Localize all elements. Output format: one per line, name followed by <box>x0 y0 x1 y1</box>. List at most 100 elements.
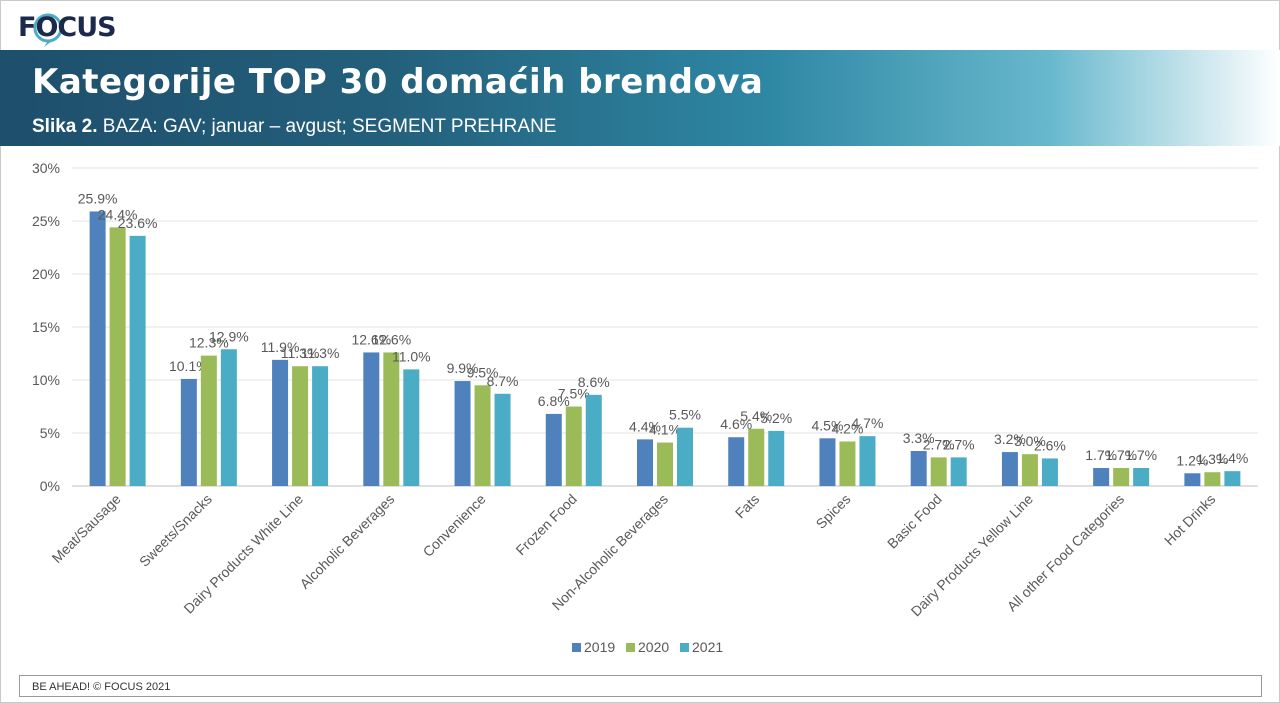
data-label: 1.4% <box>1216 450 1248 466</box>
bar-2021 <box>1133 467 1150 486</box>
bar-2019 <box>728 437 745 486</box>
data-label: 1.7% <box>1105 447 1137 463</box>
data-label: 1.3% <box>1196 451 1228 467</box>
y-tick-label: 30% <box>32 160 60 176</box>
bar-2019 <box>1001 452 1018 486</box>
bar-2021 <box>1041 458 1058 486</box>
bar-2021 <box>859 436 876 486</box>
y-tick-label: 25% <box>32 213 60 229</box>
bar-2020 <box>839 441 856 486</box>
bar-2021 <box>585 394 602 486</box>
focus-logo: FOCUS <box>18 10 117 48</box>
data-label: 11.3% <box>281 345 320 361</box>
bar-2021 <box>768 430 785 486</box>
bar-2020 <box>565 406 582 486</box>
page-title: Kategorije TOP 30 domaćih brendova <box>32 62 764 102</box>
data-label: 3.0% <box>1014 433 1046 449</box>
legend-swatch-2019 <box>572 643 581 652</box>
x-tick-label: Spices <box>813 491 854 532</box>
subtitle-text: BAZA: GAV; januar – avgust; SEGMENT PREH… <box>97 116 557 137</box>
legend-swatch-2020 <box>626 643 635 652</box>
bar-2020 <box>292 366 309 486</box>
bar-2020 <box>109 227 126 487</box>
x-tick-label: Sweets/Snacks <box>136 491 215 570</box>
data-label: 23.6% <box>118 215 158 231</box>
logo-text: FOCUS <box>18 12 117 43</box>
bar-2019 <box>637 439 653 486</box>
data-label: 1.2% <box>1176 452 1208 468</box>
data-label: 2.7% <box>923 436 955 452</box>
bar-2021 <box>494 393 511 486</box>
bar-2020 <box>383 352 400 486</box>
bar-2020 <box>200 355 217 486</box>
data-label: 4.5% <box>812 417 844 433</box>
data-label: 3.2% <box>994 431 1026 447</box>
bar-2019 <box>1093 467 1110 486</box>
bar-2021 <box>1224 471 1241 486</box>
y-tick-label: 20% <box>32 266 60 282</box>
y-tick-label: 10% <box>32 372 60 388</box>
data-label: 2.7% <box>943 436 975 452</box>
legend-label: 2019 <box>584 639 615 655</box>
logo-graphic <box>33 13 63 47</box>
data-label: 24.4% <box>98 206 138 222</box>
data-label: 10.1% <box>169 358 209 374</box>
bar-2020 <box>657 442 673 486</box>
legend-label: 2021 <box>692 639 723 655</box>
logo-ring-tail <box>44 41 52 47</box>
legend-swatch-2021 <box>680 643 689 652</box>
data-label: 4.1% <box>649 422 681 438</box>
figure-number: Slika 2. <box>32 116 98 137</box>
bar-2021 <box>220 349 237 486</box>
bar-2020 <box>748 428 765 486</box>
bar-2019 <box>910 451 927 486</box>
bar-2021 <box>677 427 693 486</box>
bar-2020 <box>1113 467 1130 486</box>
data-label: 5.4% <box>740 408 772 424</box>
bar-2020 <box>1021 454 1038 486</box>
bar-2019 <box>1184 473 1201 486</box>
bar-2019 <box>180 378 197 486</box>
data-label: 12.9% <box>209 328 249 344</box>
bar-2019 <box>819 438 836 486</box>
footer: BE AHEAD! © FOCUS 2021 <box>19 675 1262 697</box>
x-tick-label: Hot Drinks <box>1161 491 1219 549</box>
bar-chart: 0% 5% 10% 15% 20% 25% 30% 25.9%24.4%23.6% Meat/S… <box>32 160 1258 655</box>
data-label: 4.4% <box>629 418 661 434</box>
data-label: 9.5% <box>467 364 499 380</box>
x-tick-label: Convenience <box>420 491 489 560</box>
bar-2021 <box>312 366 329 486</box>
bar-2019 <box>363 352 380 486</box>
x-tick-label: Basic Food <box>884 491 945 552</box>
data-label: 6.8% <box>538 393 570 409</box>
data-label: 12.6% <box>371 331 411 347</box>
data-label: 1.7% <box>1085 447 1117 463</box>
data-label: 25.9% <box>78 190 118 206</box>
data-label: 4.7% <box>852 415 884 431</box>
data-label: 11.9% <box>261 339 300 355</box>
x-tick-label: Frozen Food <box>512 491 579 558</box>
legend-label: 2020 <box>638 639 669 655</box>
y-tick-label: 15% <box>32 319 60 335</box>
bar-2021 <box>403 369 420 486</box>
data-label: 11.3% <box>301 345 340 361</box>
data-label: 9.9% <box>447 360 479 376</box>
data-label: 4.2% <box>832 420 864 436</box>
data-label: 12.6% <box>351 331 391 347</box>
page-subtitle: Slika 2. BAZA: GAV; januar – avgust; SEG… <box>32 116 556 138</box>
y-tick-label: 5% <box>40 425 60 441</box>
y-tick-label: 0% <box>40 478 60 494</box>
data-label: 12.3% <box>189 335 229 351</box>
data-label: 8.6% <box>578 374 610 390</box>
bar-2019 <box>89 211 106 486</box>
bar-2021 <box>950 457 967 486</box>
data-label: 7.5% <box>558 386 590 402</box>
bar-2020 <box>930 457 947 486</box>
bar-2019 <box>454 381 471 486</box>
data-label: 8.7% <box>487 373 519 389</box>
data-label: 5.5% <box>669 407 701 423</box>
bar-2021 <box>129 235 146 486</box>
data-label: 11.0% <box>392 348 431 364</box>
bar-2019 <box>545 413 562 486</box>
data-label: 3.3% <box>903 430 935 446</box>
